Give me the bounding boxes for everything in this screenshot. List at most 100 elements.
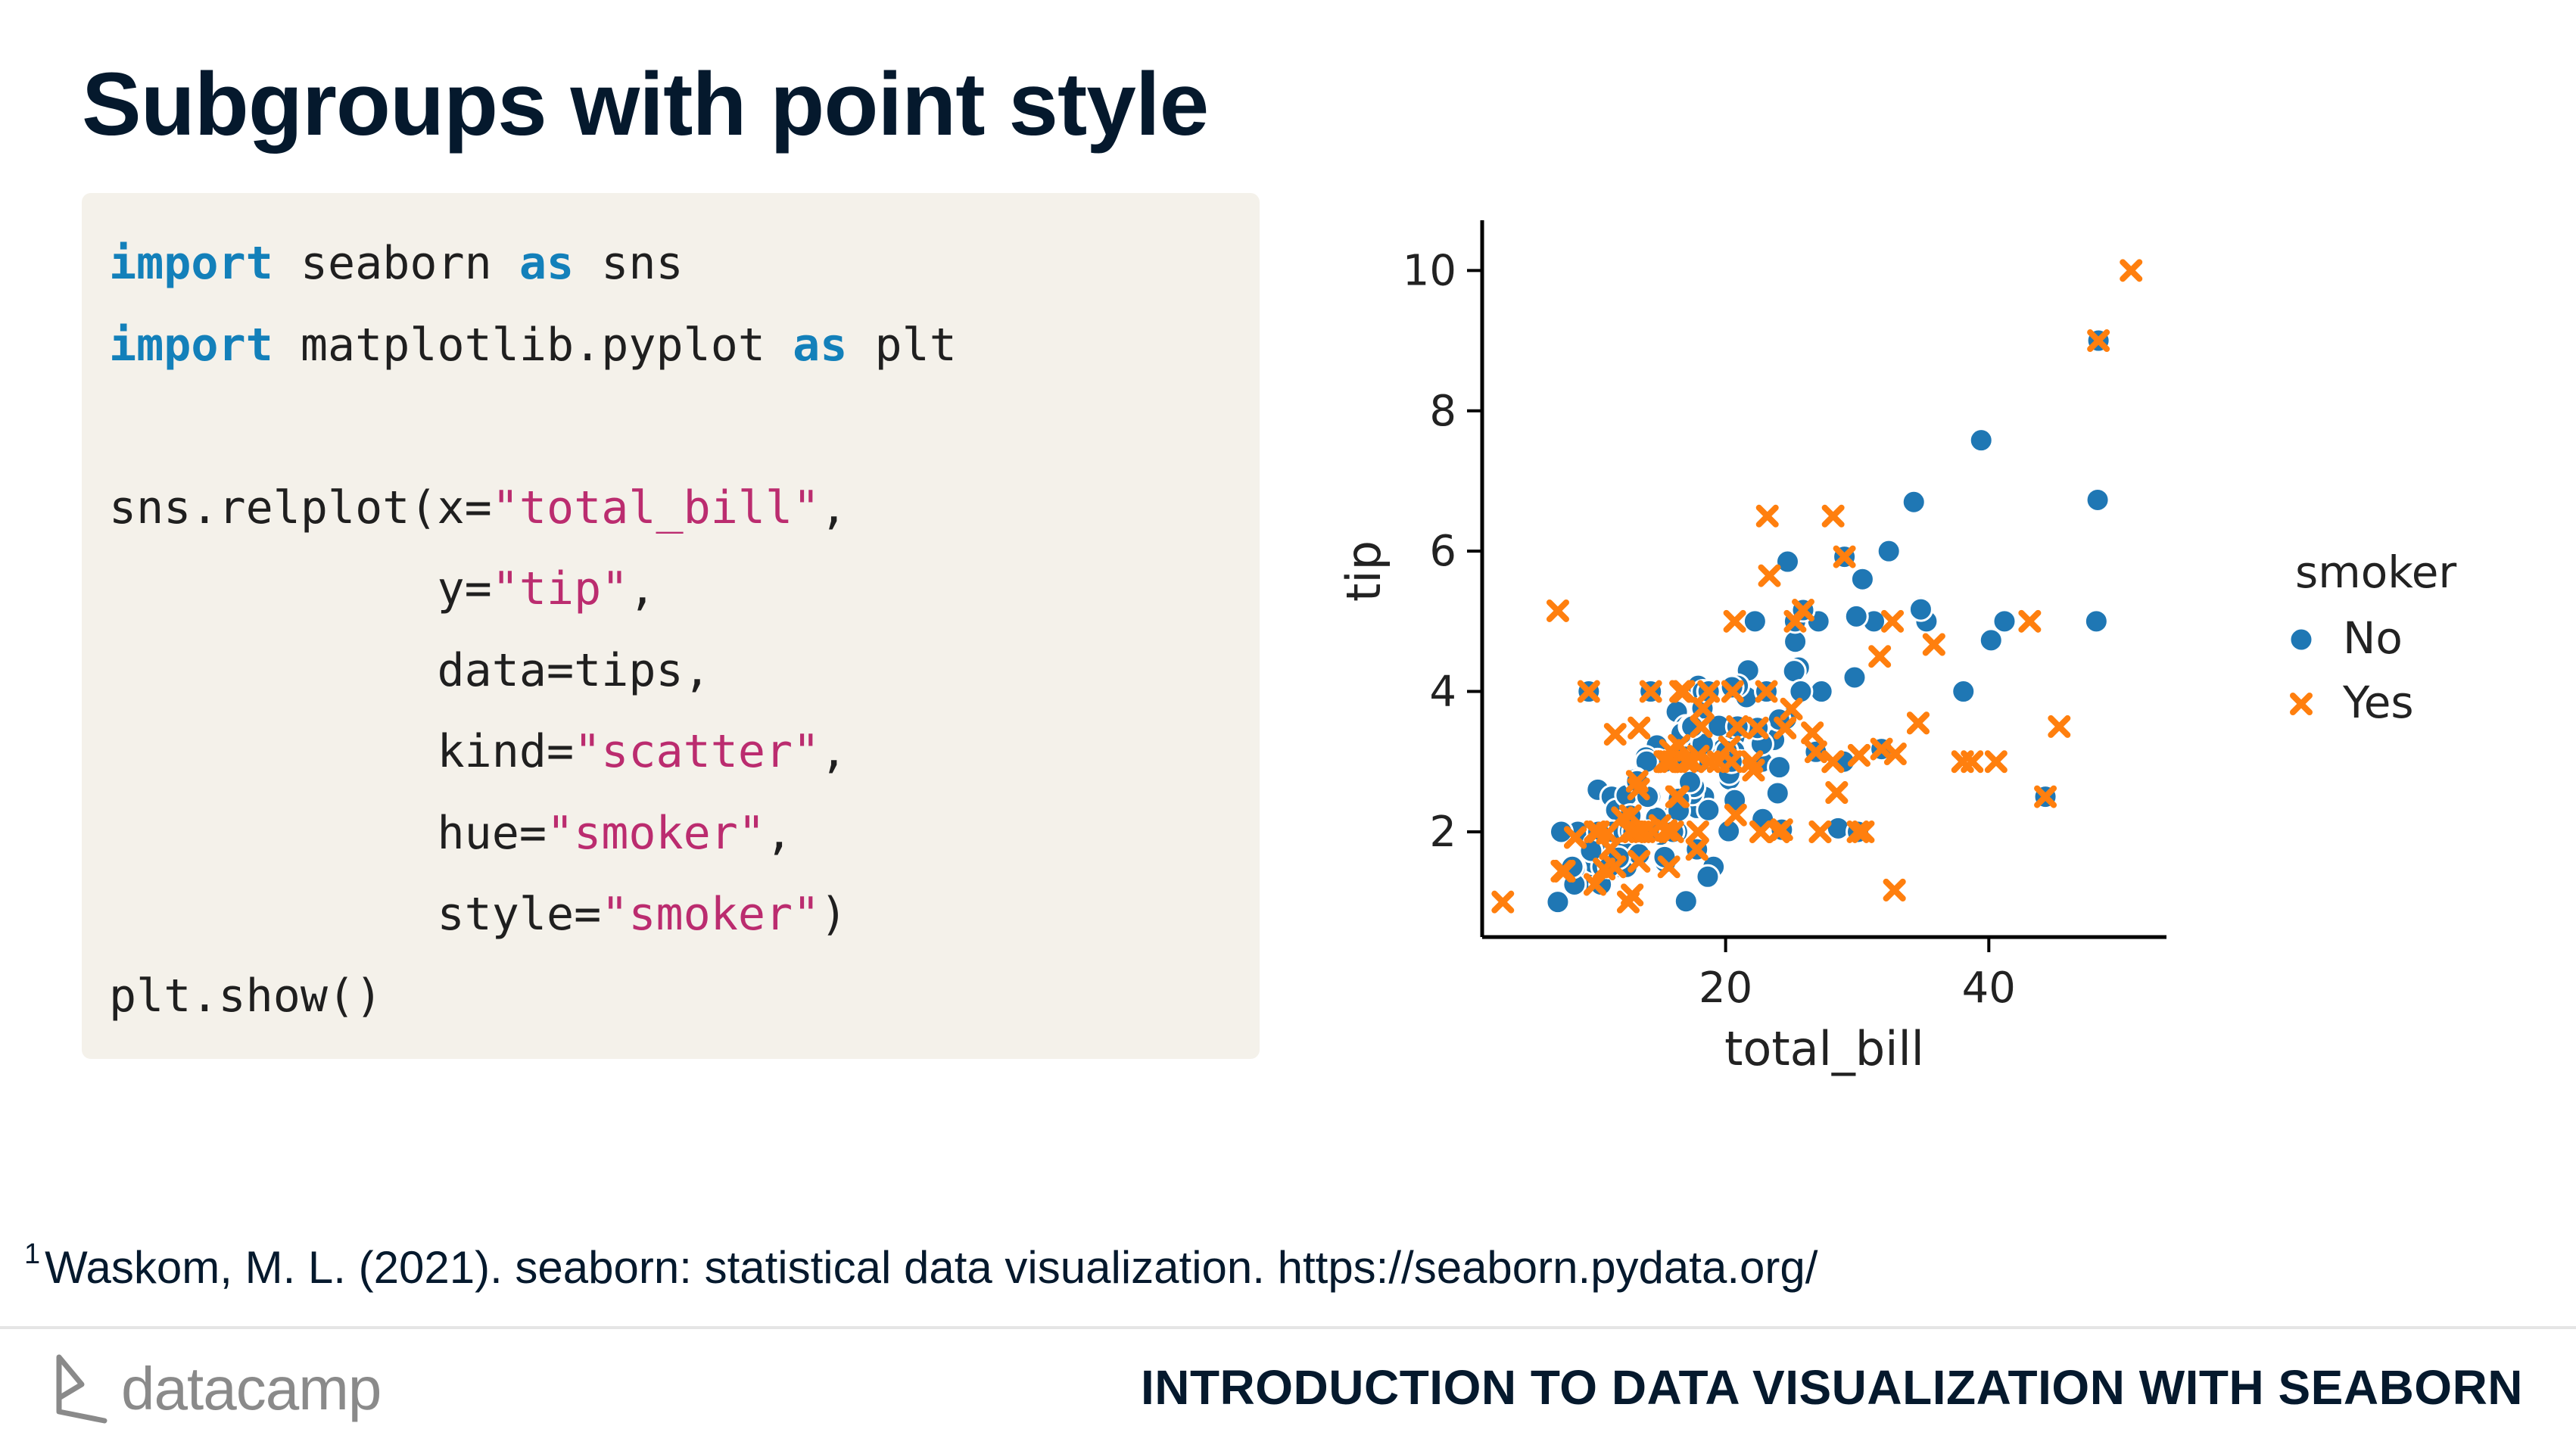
point-yes <box>2034 785 2057 808</box>
point-yes <box>1603 855 1627 879</box>
point-yes <box>2120 259 2143 282</box>
point-yes <box>1653 750 1677 774</box>
x-tick-label: 40 <box>1962 964 2016 1013</box>
code-token: y= <box>109 562 492 615</box>
code-line-4: sns.relplot(x="total_bill", <box>109 481 847 534</box>
code-line-6: data=tips, <box>109 644 710 697</box>
datacamp-logo: datacamp <box>51 1351 382 1427</box>
legend-label-yes: Yes <box>2342 677 2414 728</box>
code-token: kind= <box>109 725 575 778</box>
point-yes <box>1698 750 1721 774</box>
legend-marker-yes <box>2290 693 2313 715</box>
point-yes <box>1767 820 1790 843</box>
point-yes <box>1691 696 1715 720</box>
legend-marker-no <box>2288 627 2314 652</box>
point-no <box>1808 679 1834 705</box>
string-literal: "smoker" <box>601 888 821 941</box>
string-literal: "scatter" <box>574 725 821 778</box>
point-yes <box>1665 785 1688 808</box>
code-token: seaborn <box>273 237 519 290</box>
point-yes <box>1801 721 1824 745</box>
point-yes <box>1868 645 1892 668</box>
point-yes <box>1883 878 1906 901</box>
point-yes <box>1553 859 1576 883</box>
point-yes <box>1746 716 1769 740</box>
point-yes <box>1821 504 1845 528</box>
point-yes <box>1628 849 1651 873</box>
x-tick-label: 20 <box>1699 964 1752 1013</box>
point-yes <box>2048 715 2071 738</box>
point-yes <box>1825 781 1849 805</box>
point-no <box>1842 665 1867 690</box>
point-yes <box>1833 545 1856 568</box>
code-token: hue= <box>109 806 547 860</box>
point-no <box>1843 603 1869 629</box>
point-yes <box>1661 820 1684 843</box>
code-line-1: import seaborn as sns <box>109 237 684 290</box>
code-line-8: hue="smoker", <box>109 807 793 860</box>
point-yes <box>1780 697 1803 721</box>
keyword: as <box>793 318 848 372</box>
point-yes <box>1749 820 1773 843</box>
y-tick-label: 2 <box>1429 808 1456 857</box>
code-token: , <box>765 806 793 860</box>
code-block: import seaborn as sns import matplotlib.… <box>82 193 1260 1059</box>
legend-title: smoker <box>2295 546 2456 598</box>
code-text: import seaborn as sns import matplotlib.… <box>109 223 957 1037</box>
point-yes <box>1721 680 1744 703</box>
datacamp-logo-icon <box>56 1354 107 1424</box>
point-yes <box>1577 680 1600 703</box>
point-no <box>1951 679 1976 705</box>
point-yes <box>1922 633 1945 656</box>
x-axis-label: total_bill <box>1724 1021 1924 1076</box>
point-no <box>1876 538 1902 564</box>
keyword: import <box>109 237 273 290</box>
slide-title: Subgroups with point style <box>82 54 1209 154</box>
point-no <box>1673 889 1699 914</box>
code-line-10: plt.show() <box>109 970 382 1023</box>
point-yes <box>1596 821 1619 845</box>
point-yes <box>1697 680 1721 703</box>
point-no <box>1908 596 1933 622</box>
point-yes <box>1724 803 1747 827</box>
legend-label-no: No <box>2343 612 2403 664</box>
point-yes <box>1847 743 1870 767</box>
code-token: style= <box>109 888 602 941</box>
scatter-chart: 2 4 6 8 10 20 40 total_bill tip smoker No Yes <box>1336 220 2456 1076</box>
point-yes <box>1723 609 1746 633</box>
point-yes <box>1690 715 1713 738</box>
point-no <box>1545 889 1571 915</box>
point-yes <box>1583 873 1606 896</box>
code-line-5: y="tip", <box>109 562 656 615</box>
footnote-marker: 1 <box>24 1238 41 1270</box>
y-tick-label: 10 <box>1403 246 1456 295</box>
point-no <box>1978 627 2004 653</box>
y-tick-label: 6 <box>1429 527 1456 576</box>
footnote-text: Waskom, M. L. (2021). seaborn: statistic… <box>45 1242 1818 1293</box>
code-token: sns.relplot(x= <box>109 481 492 534</box>
point-no <box>1901 489 1927 515</box>
y-tick-label: 4 <box>1429 668 1456 717</box>
code-token: plt.show() <box>109 969 383 1023</box>
code-line-7: kind="scatter", <box>109 725 847 778</box>
point-yes <box>1628 716 1651 740</box>
code-token: , <box>820 725 848 778</box>
point-yes <box>1685 838 1709 861</box>
point-no <box>1992 609 2017 634</box>
code-token: , <box>820 481 848 534</box>
point-yes <box>1821 750 1845 774</box>
brand-name: datacamp <box>121 1355 382 1422</box>
point-yes <box>1906 711 1930 735</box>
point-yes <box>1657 855 1680 879</box>
point-yes <box>1804 740 1827 764</box>
footnote: 1 Waskom, M. L. (2021). seaborn: statisti… <box>24 1238 1818 1294</box>
point-yes <box>1846 820 1870 843</box>
string-literal: "total_bill" <box>491 481 821 534</box>
keyword: as <box>519 237 575 290</box>
point-yes <box>1639 680 1662 703</box>
point-yes <box>1546 599 1569 622</box>
code-token: matplotlib.pyplot <box>273 318 793 372</box>
point-no <box>1849 566 1875 592</box>
y-axis-label: tip <box>1336 540 1391 602</box>
footer-divider <box>0 1326 2576 1329</box>
